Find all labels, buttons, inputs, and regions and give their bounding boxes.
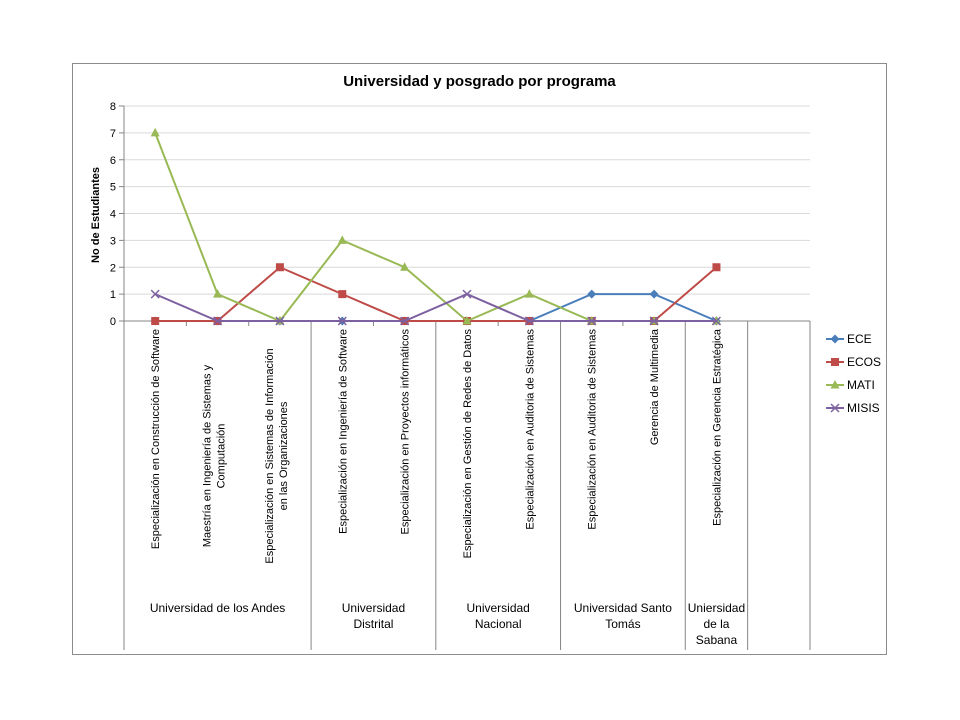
point-MISIS-1 — [213, 316, 223, 326]
series-line-MATI — [154, 132, 717, 323]
point-ECE-7 — [587, 289, 597, 299]
point-MISIS-5 — [462, 289, 472, 299]
category-label-9: Especialización en Gerencia Estratégica — [711, 328, 723, 526]
group-label-0: Universidad de los Andes — [150, 601, 285, 615]
category-label-5: Especialización en Gestión de Redes de D… — [462, 329, 474, 559]
category-label-4: Especialización en Proyectos informático… — [400, 329, 412, 535]
category-label-6: Especialización en Auditoria de Sistemas — [524, 329, 536, 530]
point-MISIS-0 — [150, 289, 160, 299]
point-MATI-0 — [150, 127, 160, 137]
legend-label-ECOS: ECOS — [847, 355, 881, 369]
legend-label-MISIS: MISIS — [847, 401, 880, 415]
y-tick-label-8: 8 — [110, 101, 116, 113]
legend-label-MATI: MATI — [847, 378, 875, 392]
category-label-7: Especialización en Auditoria de Sistemas — [587, 329, 599, 530]
point-ECOS-9 — [712, 263, 721, 272]
y-tick-label-1: 1 — [110, 289, 116, 301]
group-label-1: Universidad Distrital — [342, 601, 405, 631]
point-MATI-4 — [400, 262, 410, 271]
point-MISIS-7 — [587, 316, 597, 326]
point-MISIS-3 — [337, 316, 347, 326]
y-tick-label-5: 5 — [110, 182, 116, 194]
point-MISIS-8 — [649, 316, 659, 326]
point-MATI-3 — [337, 235, 347, 244]
chart-frame — [72, 63, 887, 655]
y-tick-label-4: 4 — [110, 209, 116, 221]
point-MATI-6 — [524, 289, 534, 298]
category-label-8: Gerencia de Multimedia — [649, 328, 661, 445]
legend-marker-ECE — [830, 334, 840, 344]
y-tick-label-3: 3 — [110, 235, 116, 247]
legend-label-ECE: ECE — [847, 332, 872, 346]
y-tick-label-0: 0 — [110, 316, 116, 328]
chart-title: Universidad y posgrado por programa — [343, 73, 616, 90]
point-MATI-5 — [462, 316, 472, 325]
y-tick-label-6: 6 — [110, 155, 116, 167]
legend-marker-MISIS — [830, 403, 840, 413]
category-label-0: Especialización en Construcción de Softw… — [150, 329, 162, 549]
point-MATI-1 — [213, 289, 223, 298]
category-label-1: Maestría en Ingeniería de Sistemas y Comp… — [202, 364, 228, 547]
legend-marker-ECOS — [831, 358, 839, 366]
point-ECOS-2 — [275, 263, 284, 272]
point-ECOS-3 — [338, 290, 347, 299]
point-MISIS-4 — [400, 316, 410, 326]
category-label-2: Especialización en Sistemas de Informaci… — [264, 348, 290, 563]
point-MISIS-2 — [275, 316, 285, 326]
point-ECE-8 — [649, 289, 659, 299]
point-MISIS-9 — [711, 316, 721, 326]
legend-marker-MATI — [830, 380, 840, 389]
group-label-3: Universidad Santo Tomás — [574, 601, 672, 631]
group-label-2: Universidad Nacional — [466, 601, 529, 631]
y-tick-label-7: 7 — [110, 128, 116, 140]
y-tick-label-2: 2 — [110, 262, 116, 274]
point-ECOS-0 — [151, 317, 160, 325]
series-line-MISIS — [154, 293, 717, 322]
point-MISIS-6 — [524, 316, 534, 326]
category-label-3: Especialización en Ingeniería de Softwar… — [337, 329, 349, 534]
group-label-4: Uniersidad de la Sabana — [688, 601, 745, 647]
